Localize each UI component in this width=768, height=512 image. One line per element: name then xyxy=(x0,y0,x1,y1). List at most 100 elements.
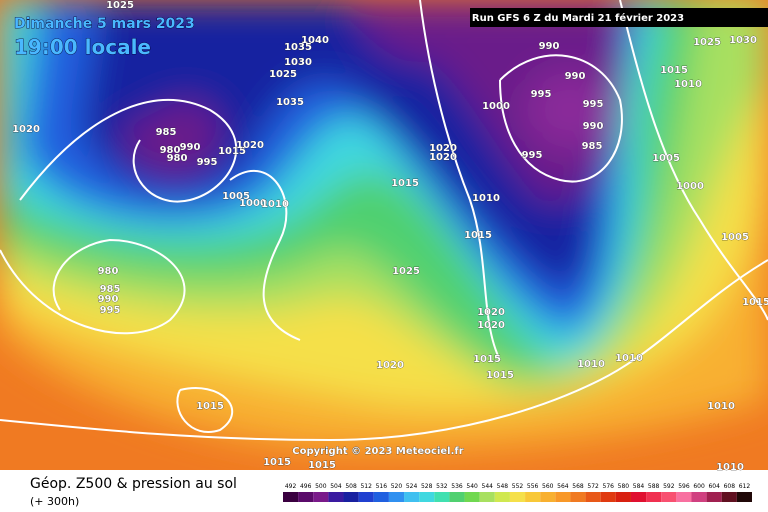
isobar-label: 1015 xyxy=(308,460,336,471)
colorbar-swatch xyxy=(540,492,556,502)
footer xyxy=(0,470,768,512)
colorbar-swatch xyxy=(404,492,420,502)
colorbar-label: 512 xyxy=(360,483,372,490)
colorbar-swatch xyxy=(646,492,662,502)
isobar-label: 980 xyxy=(98,266,119,277)
colorbar-label: 600 xyxy=(693,483,705,490)
isobar-label: 1000 xyxy=(676,181,704,192)
isobar-label: 1020 xyxy=(376,360,404,371)
isobar-label: 990 xyxy=(98,294,119,305)
colorbar-swatch xyxy=(676,492,692,502)
colorbar-swatch xyxy=(298,492,314,502)
isobar-label: 1040 xyxy=(301,35,329,46)
colorbar-swatch xyxy=(661,492,677,502)
colorbar-label: 612 xyxy=(739,483,751,490)
colorbar-label: 528 xyxy=(421,483,433,490)
isobar-label: 1025 xyxy=(106,0,134,11)
colorbar-swatch xyxy=(615,492,631,502)
colorbar-label: 532 xyxy=(436,483,448,490)
date: Dimanche 5 mars 2023 xyxy=(14,16,195,32)
colorbar-swatch xyxy=(343,492,359,502)
isobars xyxy=(0,0,768,442)
colorbar-label: 492 xyxy=(285,483,297,490)
field xyxy=(0,0,768,470)
isobar-label: 1030 xyxy=(729,35,757,46)
isobar-label: 1005 xyxy=(652,153,680,164)
isobar-label: 1010 xyxy=(472,193,500,204)
isobar-label: 980 xyxy=(160,145,181,156)
colorbar-swatch xyxy=(736,492,752,502)
colorbar-swatch xyxy=(358,492,374,502)
colorbar-swatch xyxy=(479,492,495,502)
colorbar-label: 560 xyxy=(542,483,554,490)
isobar-label: 995 xyxy=(522,150,543,161)
isobar-label: 985 xyxy=(582,141,603,152)
colorbar-label: 524 xyxy=(406,483,418,490)
copyright: Copyright © 2023 Meteociel.fr xyxy=(292,446,463,457)
colorbar-swatch xyxy=(464,492,480,502)
colorbar-swatch xyxy=(449,492,465,502)
isobar-label: 1020 xyxy=(236,140,264,151)
colorbar-swatch xyxy=(434,492,450,502)
isobar-label: 985 xyxy=(156,127,177,138)
isobar-label: 1015 xyxy=(486,370,514,381)
isobar-label: 1025 xyxy=(269,69,297,80)
colorbar-label: 572 xyxy=(587,483,599,490)
lead-time: (+ 300h) xyxy=(30,495,79,508)
run-info: Run GFS 6 Z du Mardi 21 février 2023 xyxy=(472,12,684,24)
isobar-label: 1005 xyxy=(222,191,250,202)
colorbar-label: 592 xyxy=(663,483,675,490)
isobar-label: 1010 xyxy=(707,401,735,412)
colorbar-label: 504 xyxy=(330,483,342,490)
isobar-label: 1020 xyxy=(429,143,457,154)
isobar-label: 1015 xyxy=(391,178,419,189)
isobar-label: 1000 xyxy=(239,198,267,209)
colorbar-label: 564 xyxy=(557,483,569,490)
colorbar-swatch xyxy=(691,492,707,502)
colorbar-label: 580 xyxy=(618,483,630,490)
isobar-label: 1015 xyxy=(218,146,246,157)
colorbar-label: 556 xyxy=(527,483,539,490)
colorbar-label: 576 xyxy=(603,483,615,490)
colorbar-label: 496 xyxy=(300,483,312,490)
isobar-label: 995 xyxy=(197,157,218,168)
footer-title: Géop. Z500 & pression au sol xyxy=(30,476,237,492)
colorbar-label: 568 xyxy=(572,483,584,490)
isobar-label: 1035 xyxy=(276,97,304,108)
time: 19:00 locale xyxy=(14,35,151,59)
isobar-label: 995 xyxy=(531,89,552,100)
isobar-label: 1020 xyxy=(477,320,505,331)
colorbar-label: 596 xyxy=(678,483,690,490)
isobar-label: 1025 xyxy=(392,266,420,277)
isobar-label: 1010 xyxy=(615,353,643,364)
colorbar-label: 552 xyxy=(512,483,524,490)
colorbar-swatch xyxy=(328,492,344,502)
isobar-label: 990 xyxy=(583,121,604,132)
colorbar-swatch xyxy=(494,492,510,502)
colorbar-swatch xyxy=(313,492,329,502)
isobar-label: 1015 xyxy=(263,457,291,468)
colorbar-label: 536 xyxy=(451,483,463,490)
isobar-label: 1015 xyxy=(473,354,501,365)
isobar-label: 1010 xyxy=(716,462,744,473)
isobar-label: 990 xyxy=(565,71,586,82)
colorbar-label: 520 xyxy=(391,483,403,490)
isobar-label: 1010 xyxy=(674,79,702,90)
isobar-label: 1030 xyxy=(284,57,312,68)
isobar-label: 980 xyxy=(167,153,188,164)
colorbar-swatch xyxy=(373,492,389,502)
colorbar-label: 500 xyxy=(315,483,327,490)
isobar-label: 995 xyxy=(583,99,604,110)
isobar-label: 1010 xyxy=(261,199,289,210)
colorbar-swatch xyxy=(388,492,405,502)
isobar-label: 1005 xyxy=(721,232,749,243)
colorbar-swatch xyxy=(585,492,601,502)
colorbar-swatch xyxy=(630,492,647,502)
colorbar-label: 548 xyxy=(497,483,509,490)
isobar-label: 990 xyxy=(539,41,560,52)
colorbar-label: 516 xyxy=(376,483,388,490)
colorbar-swatch xyxy=(706,492,722,502)
colorbar-swatch xyxy=(600,492,616,502)
isobar-label: 1015 xyxy=(464,230,492,241)
